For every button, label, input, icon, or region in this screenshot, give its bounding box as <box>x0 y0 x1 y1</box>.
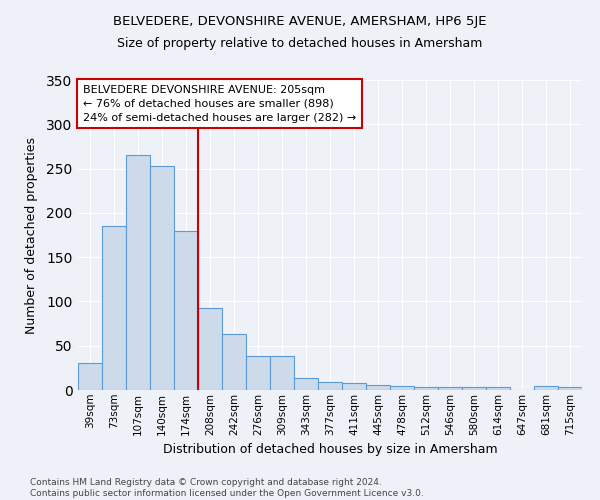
Y-axis label: Number of detached properties: Number of detached properties <box>25 136 38 334</box>
Bar <box>270 356 294 390</box>
Text: BELVEDERE DEVONSHIRE AVENUE: 205sqm
← 76% of detached houses are smaller (898)
2: BELVEDERE DEVONSHIRE AVENUE: 205sqm ← 76… <box>83 84 356 122</box>
Bar <box>390 386 414 390</box>
Bar <box>366 384 390 390</box>
Bar <box>126 156 150 390</box>
Bar <box>438 388 462 390</box>
Bar <box>318 382 342 390</box>
Text: BELVEDERE, DEVONSHIRE AVENUE, AMERSHAM, HP6 5JE: BELVEDERE, DEVONSHIRE AVENUE, AMERSHAM, … <box>113 15 487 28</box>
Bar <box>534 386 558 390</box>
Bar <box>198 308 222 390</box>
Text: Contains HM Land Registry data © Crown copyright and database right 2024.
Contai: Contains HM Land Registry data © Crown c… <box>30 478 424 498</box>
Bar <box>414 388 438 390</box>
Bar <box>102 226 126 390</box>
X-axis label: Distribution of detached houses by size in Amersham: Distribution of detached houses by size … <box>163 443 497 456</box>
Bar <box>246 356 270 390</box>
Bar <box>462 388 486 390</box>
Text: Size of property relative to detached houses in Amersham: Size of property relative to detached ho… <box>118 38 482 51</box>
Bar <box>174 230 198 390</box>
Bar <box>78 364 102 390</box>
Bar <box>150 166 174 390</box>
Bar <box>222 334 246 390</box>
Bar <box>558 388 582 390</box>
Bar <box>294 378 318 390</box>
Bar <box>342 383 366 390</box>
Bar <box>486 388 510 390</box>
